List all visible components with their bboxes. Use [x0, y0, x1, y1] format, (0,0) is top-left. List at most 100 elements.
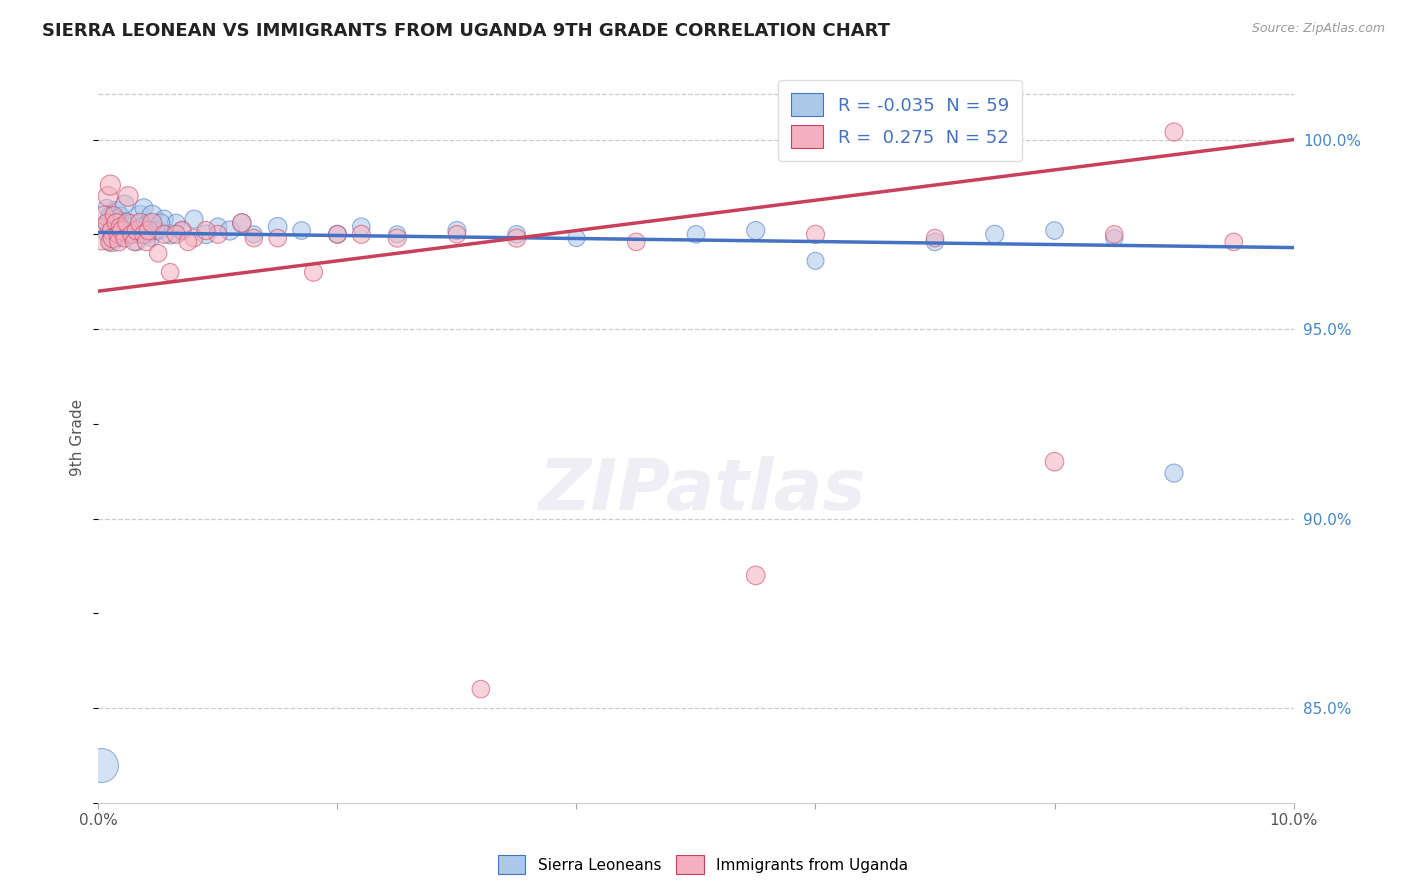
Point [159, 227, 181, 242]
Point [98, 208, 121, 222]
Point [107, 227, 129, 242]
Point [159, 265, 181, 279]
Point [138, 216, 160, 230]
Point [326, 227, 349, 242]
Point [148, 246, 170, 260]
Text: SIERRA LEONEAN VS IMMIGRANTS FROM UGANDA 9TH GRADE CORRELATION CHART: SIERRA LEONEAN VS IMMIGRANTS FROM UGANDA… [42, 22, 890, 40]
Point [446, 223, 468, 237]
Point [107, 216, 129, 230]
Point [107, 231, 129, 245]
Point [302, 265, 325, 279]
Point [103, 227, 125, 242]
Point [326, 227, 349, 242]
Point [165, 216, 187, 230]
Point [138, 223, 160, 237]
Point [100, 235, 122, 249]
Point [385, 231, 409, 245]
Legend: R = -0.035  N = 59, R =  0.275  N = 52: R = -0.035 N = 59, R = 0.275 N = 52 [778, 80, 1022, 161]
Point [107, 235, 129, 249]
Point [128, 227, 150, 242]
Point [153, 212, 176, 227]
Point [290, 223, 312, 237]
Point [446, 227, 468, 242]
Point [470, 682, 492, 697]
Point [745, 568, 768, 582]
Point [129, 208, 152, 222]
Point [207, 219, 229, 234]
Point [100, 223, 122, 237]
Point [101, 231, 124, 245]
Point [565, 231, 588, 245]
Point [104, 212, 127, 227]
Point [132, 227, 155, 242]
Point [125, 235, 148, 249]
Point [165, 227, 187, 242]
Point [745, 223, 768, 237]
Point [1102, 231, 1125, 245]
Legend: Sierra Leoneans, Immigrants from Uganda: Sierra Leoneans, Immigrants from Uganda [492, 849, 914, 880]
Point [93, 208, 115, 222]
Point [124, 223, 146, 237]
Point [132, 201, 155, 215]
Point [1043, 223, 1066, 237]
Point [135, 235, 157, 249]
Point [141, 208, 163, 222]
Point [124, 235, 146, 249]
Point [172, 223, 194, 237]
Point [91, 227, 114, 242]
Point [97, 212, 120, 227]
Point [183, 231, 205, 245]
Point [115, 219, 138, 234]
Point [267, 231, 290, 245]
Point [231, 216, 253, 230]
Point [148, 223, 170, 237]
Point [117, 189, 139, 203]
Point [118, 227, 141, 242]
Point [626, 235, 648, 249]
Point [153, 227, 176, 242]
Point [804, 227, 827, 242]
Point [114, 231, 136, 245]
Text: ZIPatlas: ZIPatlas [540, 456, 866, 525]
Point [267, 219, 290, 234]
Point [1043, 455, 1066, 469]
Text: Source: ZipAtlas.com: Source: ZipAtlas.com [1251, 22, 1385, 36]
Point [183, 212, 205, 227]
Point [105, 204, 128, 219]
Point [110, 208, 132, 222]
Point [385, 227, 409, 242]
Point [1163, 466, 1185, 480]
Point [100, 223, 122, 237]
Point [114, 197, 136, 211]
Point [195, 223, 218, 237]
Point [924, 235, 946, 249]
Point [1102, 227, 1125, 242]
Point [243, 227, 266, 242]
Point [685, 227, 707, 242]
Point [115, 216, 138, 230]
Point [1163, 125, 1185, 139]
Point [100, 178, 122, 192]
Point [97, 189, 120, 203]
Point [172, 223, 194, 237]
Point [98, 235, 121, 249]
Point [96, 216, 118, 230]
Point [94, 227, 117, 242]
Point [804, 253, 827, 268]
Point [101, 219, 124, 234]
Point [129, 216, 152, 230]
Point [139, 231, 162, 245]
Point [108, 219, 131, 234]
Point [207, 227, 229, 242]
Point [141, 216, 163, 230]
Point [103, 208, 125, 222]
Point [506, 231, 529, 245]
Point [90, 758, 112, 772]
Point [1222, 235, 1246, 249]
Point [121, 216, 143, 230]
Point [121, 227, 143, 242]
Point [195, 227, 218, 242]
Point [243, 231, 266, 245]
Point [93, 216, 115, 230]
Point [506, 227, 529, 242]
